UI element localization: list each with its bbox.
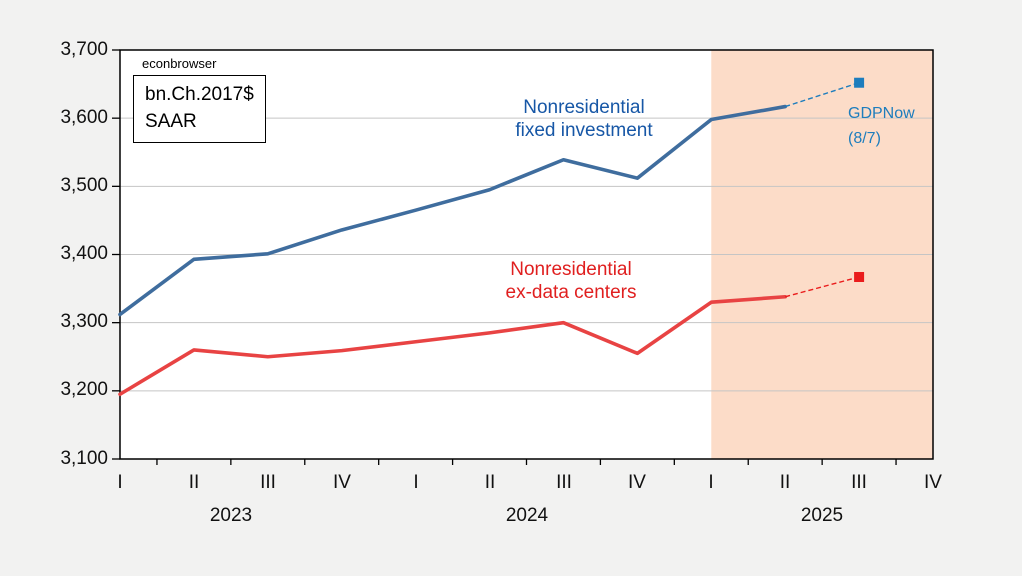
y-axis-label: 3,300 bbox=[60, 311, 108, 332]
units-line2: SAAR bbox=[145, 111, 197, 132]
x-axis-quarter-label: II bbox=[188, 472, 200, 493]
x-axis-year-label: 2024 bbox=[505, 505, 549, 526]
x-axis-quarter-label: II bbox=[779, 472, 791, 493]
x-axis-quarter-label: I bbox=[708, 472, 714, 493]
x-axis-quarter-label: III bbox=[260, 472, 276, 493]
series-label-nonresidential-ex-data-centers: Nonresidential ex-data centers bbox=[466, 258, 676, 304]
series-label-line: ex-data centers bbox=[505, 282, 637, 303]
x-axis-quarter-label: I bbox=[117, 472, 123, 493]
units-box: bn.Ch.2017$ SAAR bbox=[133, 75, 266, 143]
y-axis-label: 3,700 bbox=[60, 39, 108, 60]
x-axis-quarter-label: IV bbox=[333, 472, 351, 493]
y-axis-label: 3,600 bbox=[60, 107, 108, 128]
units-line1: bn.Ch.2017$ bbox=[145, 84, 254, 105]
y-axis-label: 3,100 bbox=[60, 448, 108, 469]
series-label-nonresidential-fixed-investment: Nonresidential fixed investment bbox=[479, 96, 689, 142]
y-axis-label: 3,500 bbox=[60, 175, 108, 196]
x-axis-quarter-label: IV bbox=[924, 472, 942, 493]
x-axis-year-label: 2025 bbox=[800, 505, 844, 526]
plot-border bbox=[119, 49, 934, 460]
series-label-line: fixed investment bbox=[515, 120, 653, 141]
nonresidential-fixed-investment-forecast-marker bbox=[854, 77, 865, 88]
nonresidential-fixed-investment-line bbox=[118, 104, 787, 317]
x-axis-quarter-label: III bbox=[556, 472, 572, 493]
annotation-gdpnow: GDPNow (8/7) bbox=[848, 101, 915, 151]
nonresidential-ex-data-centers-forecast-marker bbox=[854, 271, 865, 282]
y-axis-label: 3,200 bbox=[60, 379, 108, 400]
x-axis-quarter-label: IV bbox=[628, 472, 646, 493]
x-axis-quarter-label: III bbox=[851, 472, 867, 493]
nonresidential-ex-data-centers-forecast-dashed-line bbox=[785, 276, 860, 298]
x-axis-year-label: 2023 bbox=[209, 505, 253, 526]
x-axis-quarter-label: I bbox=[413, 472, 419, 493]
y-axis-label: 3,400 bbox=[60, 243, 108, 264]
watermark-econbrowser: econbrowser bbox=[142, 56, 217, 71]
x-axis-quarter-label: II bbox=[484, 472, 496, 493]
annotation-gdpnow-line1: GDPNow bbox=[848, 105, 915, 122]
nonresidential-fixed-investment-forecast-dashed-line bbox=[784, 82, 860, 108]
series-label-line: Nonresidential bbox=[510, 259, 632, 280]
annotation-gdpnow-line2: (8/7) bbox=[848, 130, 881, 147]
series-label-line: Nonresidential bbox=[523, 97, 645, 118]
nonresidential-ex-data-centers-line bbox=[118, 294, 787, 397]
